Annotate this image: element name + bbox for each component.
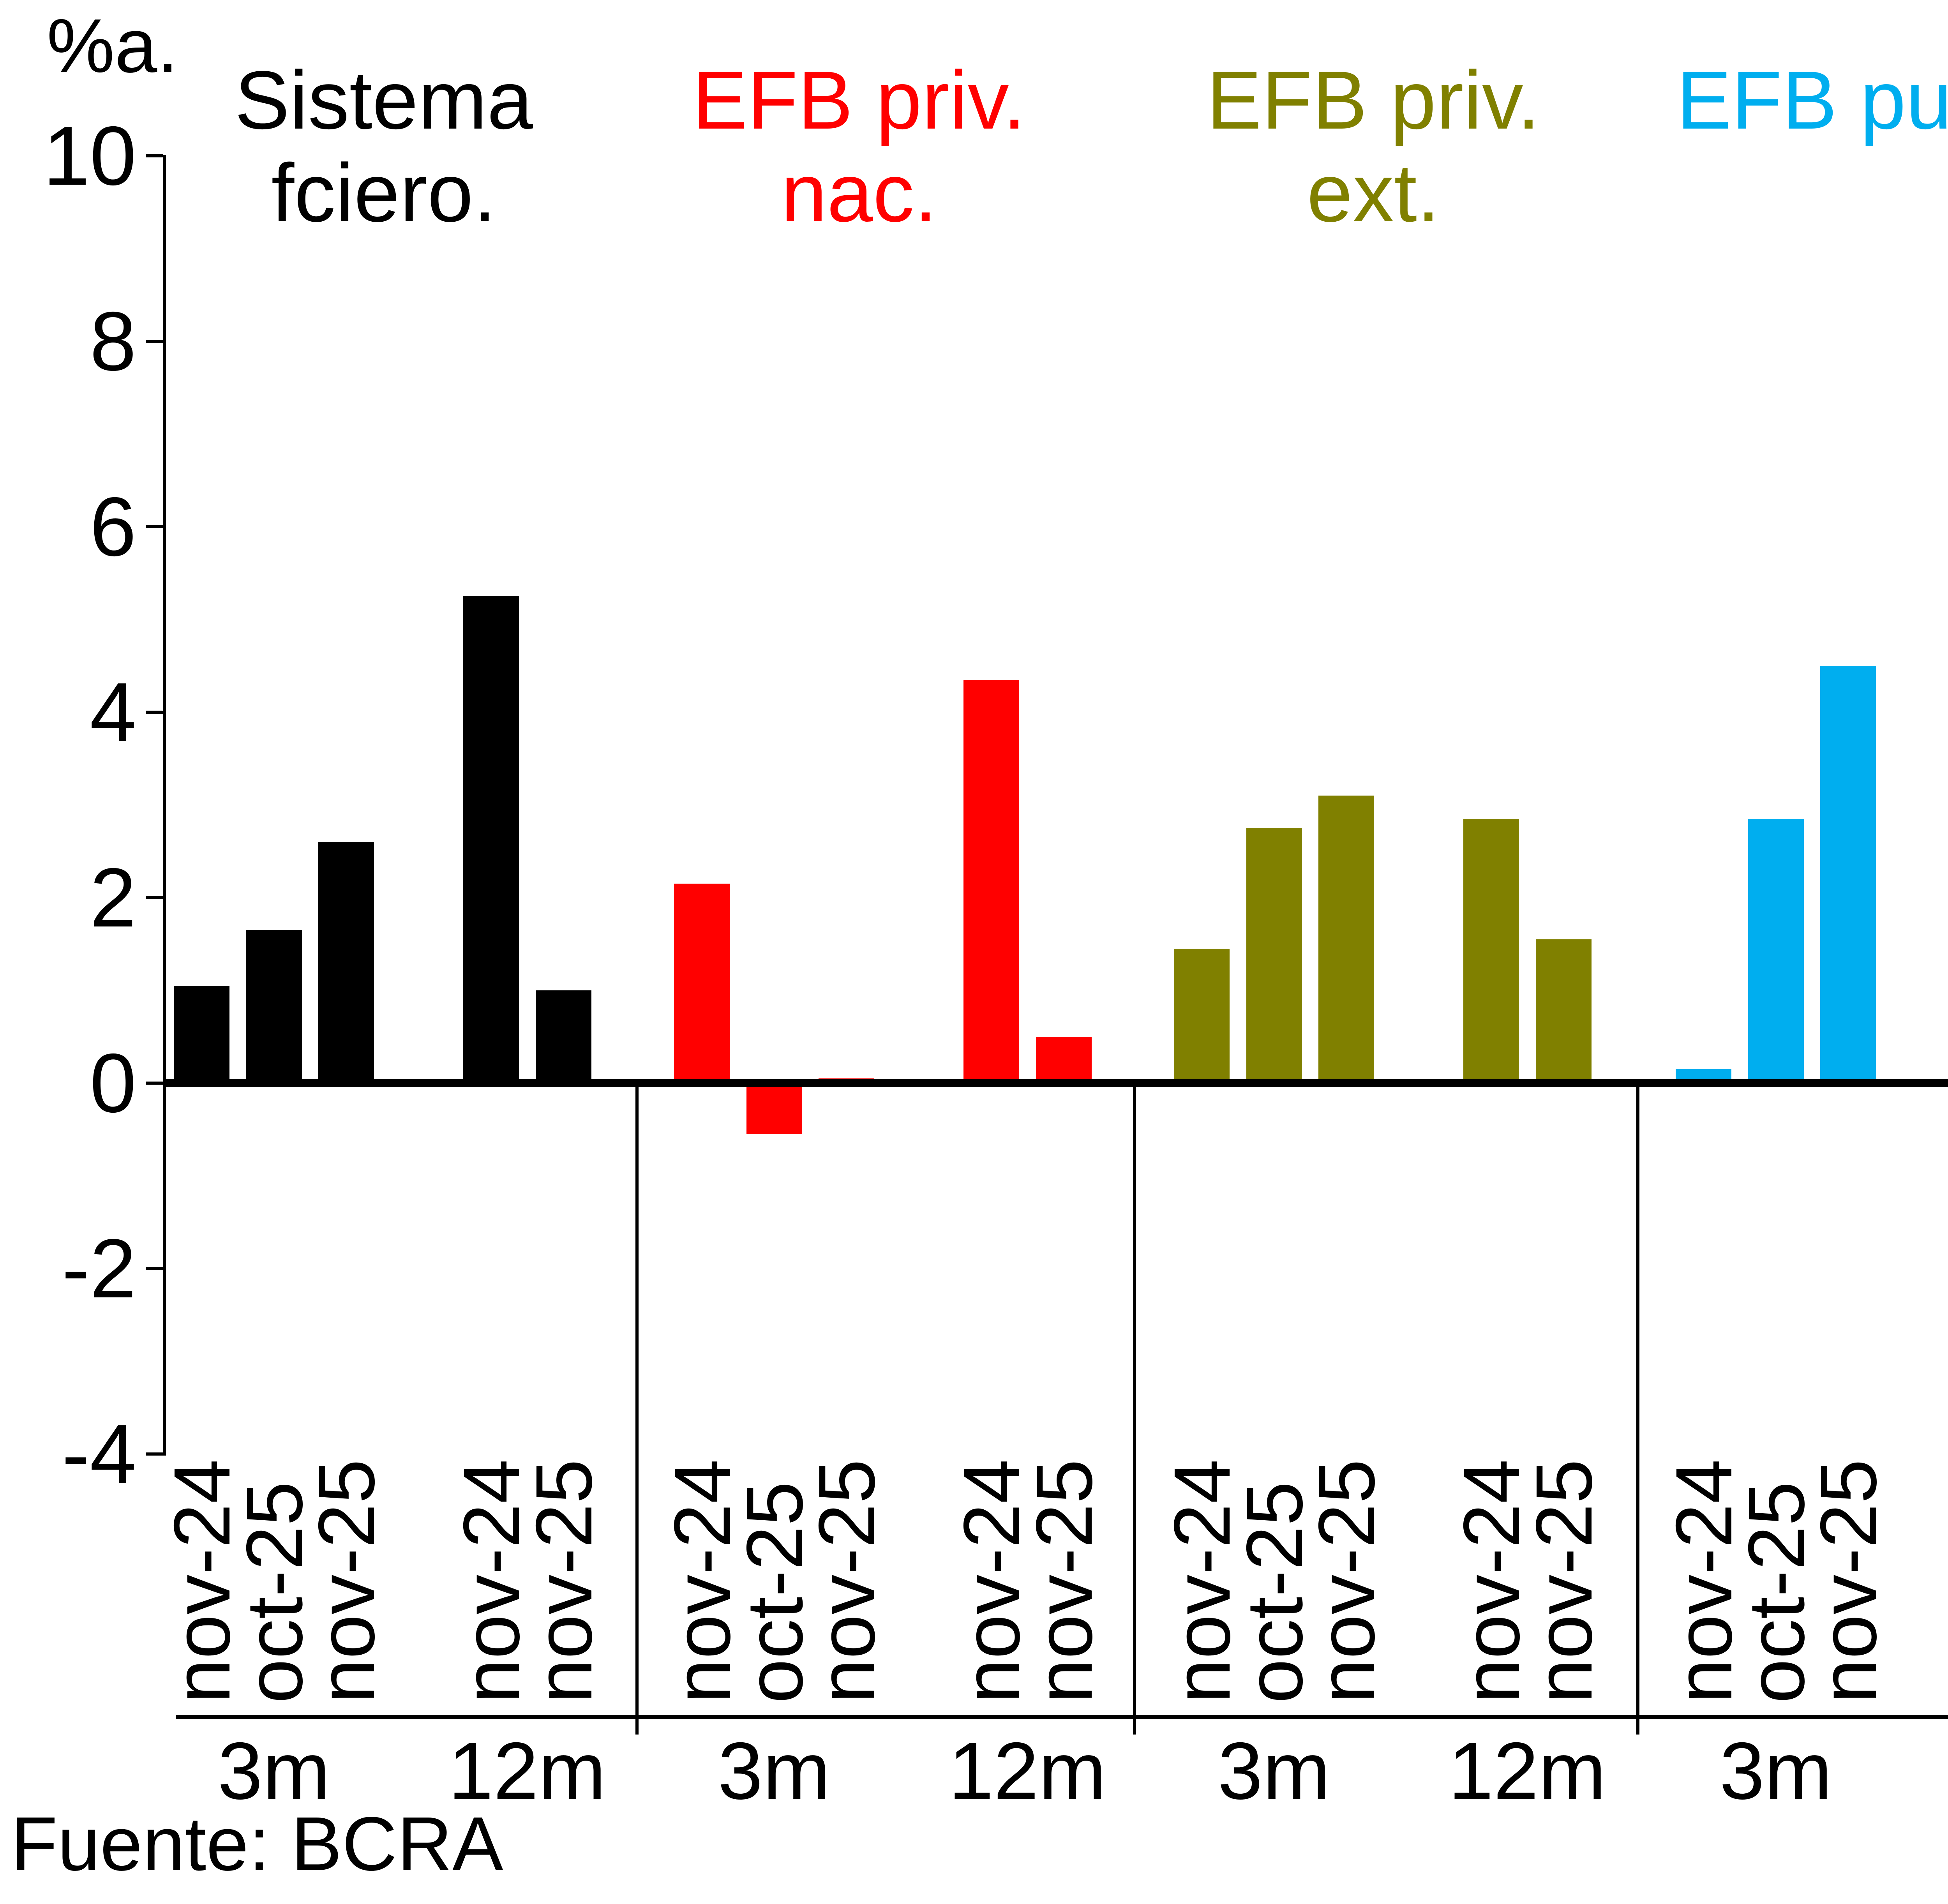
bar [318, 842, 374, 1083]
bar [246, 930, 302, 1083]
bar [746, 1083, 802, 1134]
bar [1174, 949, 1230, 1083]
y-tick-label: 4 [90, 665, 136, 759]
group-separator [1133, 1083, 1136, 1735]
source-note: Fuente: BCRA [11, 1801, 503, 1886]
y-tick-label: -2 [62, 1221, 136, 1315]
bar [1748, 819, 1804, 1083]
x-tick-label: nov-25 [1804, 1459, 1893, 1703]
subgroup-label: 3m [718, 1726, 831, 1816]
group-header-line: EFB pub. [1676, 54, 1948, 146]
x-tick-label: nov-25 [1020, 1459, 1109, 1703]
bar [1463, 819, 1519, 1083]
group-header-line: fciero. [271, 146, 496, 239]
y-tick-label: -4 [62, 1407, 136, 1501]
bar [1536, 939, 1592, 1083]
y-tick-label: 8 [90, 294, 136, 388]
group-header: EFB priv. ext. [1207, 54, 1540, 239]
bar [174, 986, 229, 1083]
y-tick-label: 10 [43, 109, 136, 203]
group-header-line: EFB priv. [692, 54, 1026, 146]
y-axis-tick [146, 525, 163, 528]
group-header-line: Sistema [235, 54, 533, 146]
y-axis-tick [146, 154, 163, 157]
bar [1246, 828, 1302, 1083]
zero-line [166, 1079, 1948, 1087]
subgroup-label: 12m [948, 1726, 1106, 1816]
group-header: EFB pub. [1676, 54, 1948, 146]
subgroup-label: 12m [1448, 1726, 1606, 1816]
y-axis-line [163, 155, 166, 1456]
y-axis-tick [146, 711, 163, 714]
group-separator [1636, 1083, 1639, 1735]
bar [963, 680, 1019, 1083]
y-axis-tick [146, 1452, 163, 1456]
subgroup-label: 12m [448, 1726, 606, 1816]
bar [463, 596, 519, 1083]
bar [536, 990, 591, 1083]
y-tick-label: 2 [90, 851, 136, 944]
group-header: Sistema fciero. [235, 54, 533, 239]
subgroup-label: 3m [217, 1726, 330, 1816]
x-tick-label: nov-25 [802, 1459, 891, 1703]
group-header: EFB priv. nac. [692, 54, 1026, 239]
y-tick-label: 6 [90, 480, 136, 573]
bar [1820, 666, 1876, 1083]
bar [1036, 1037, 1092, 1083]
group-header-line: EFB priv. [1207, 54, 1540, 146]
group-separator [635, 1083, 639, 1735]
x-tick-label: nov-25 [519, 1459, 609, 1703]
bar [674, 884, 730, 1083]
y-axis-unit-label: %a. [47, 3, 178, 88]
y-axis-tick [146, 1082, 163, 1085]
y-axis-tick [146, 340, 163, 343]
subgroup-label: 3m [1218, 1726, 1330, 1816]
x-tick-label: nov-25 [1519, 1459, 1609, 1703]
x-tick-label: nov-25 [302, 1459, 391, 1703]
y-axis-tick [146, 1267, 163, 1270]
y-tick-label: 0 [90, 1036, 136, 1130]
y-axis-tick [146, 896, 163, 899]
category-axis-line [176, 1715, 1948, 1719]
subgroup-label: 3m [1719, 1726, 1832, 1816]
x-tick-label: nov-25 [1302, 1459, 1391, 1703]
group-header-line: ext. [1307, 146, 1440, 239]
bar [1318, 796, 1374, 1083]
group-header-line: nac. [781, 146, 937, 239]
